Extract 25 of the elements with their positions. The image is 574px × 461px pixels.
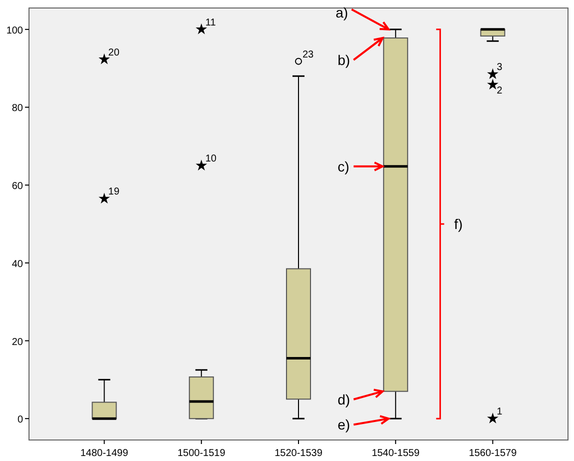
- annotation: 11: [205, 17, 216, 28]
- y-tick-label: 20: [12, 336, 24, 348]
- x-tick-label: 1520-1539: [274, 448, 323, 459]
- annotation: e): [338, 416, 350, 433]
- x-tick-label: 1560-1579: [468, 448, 518, 459]
- annotation: 19: [108, 186, 120, 198]
- annotation: 3: [496, 62, 503, 74]
- x-tick-label: 1500-1519: [177, 448, 226, 459]
- x-tick-label: 1540-1559: [372, 448, 420, 459]
- y-tick-label: 100: [6, 25, 24, 36]
- annotation: 10: [205, 154, 217, 165]
- annotation: 23: [302, 49, 314, 60]
- annotation: a): [336, 4, 348, 20]
- annotation: b): [338, 52, 350, 68]
- annotation: 20: [108, 47, 120, 58]
- y-tick-label: 80: [12, 103, 24, 114]
- annotation: d): [338, 391, 350, 408]
- annotation: f): [454, 216, 463, 232]
- annotation: 1: [496, 406, 503, 418]
- y-tick-label: 0: [17, 414, 24, 426]
- y-tick-label: 40: [12, 258, 24, 270]
- x-tick-label: 1480-1499: [80, 448, 129, 459]
- annotation: 2: [496, 86, 503, 97]
- y-tick-label: 60: [12, 181, 24, 192]
- annotation: c): [338, 158, 350, 174]
